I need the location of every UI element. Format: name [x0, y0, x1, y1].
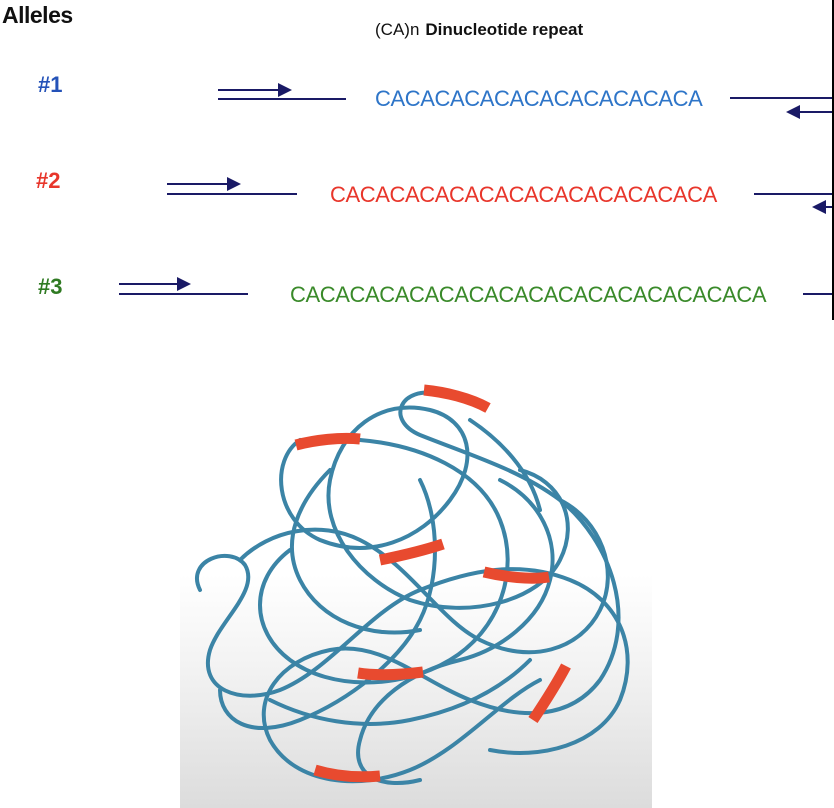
repeat-label: Dinucleotide repeat: [425, 20, 584, 39]
alleles-heading: Alleles: [2, 2, 73, 28]
allele-2-label: #2: [36, 168, 61, 193]
primer-diagram: [119, 83, 834, 295]
repeat-marker: [313, 764, 381, 783]
allele-panel: Alleles (CA)n Dinucleotide repeat #1 CACA…: [0, 0, 834, 320]
allele-1-label: #1: [38, 72, 63, 97]
repeat-marker: [423, 384, 491, 413]
repeat-prefix: (CA)n: [375, 20, 420, 39]
allele-1-primers: [218, 83, 834, 119]
repeat-marker: [294, 432, 361, 451]
reverse-primer-arrow: [812, 200, 826, 214]
repeat-marker: [528, 663, 571, 724]
repeat-marker: [482, 566, 550, 584]
repeat-markers: [294, 384, 571, 783]
allele-3-primers: [119, 277, 834, 295]
allele-3-label: #3: [38, 274, 63, 299]
repeat-marker: [378, 538, 445, 566]
dna-tangle-illustration: [180, 322, 652, 808]
reverse-primer-arrow: [786, 105, 800, 119]
repeat-heading: (CA)n Dinucleotide repeat: [375, 20, 583, 40]
repeat-marker: [357, 666, 424, 681]
allele-1-sequence: CACACACACACACACACACACA: [375, 86, 703, 111]
allele-2-primers: [167, 177, 834, 214]
right-edge-divider: [832, 0, 834, 320]
dna-strand: [195, 390, 630, 786]
dna-strand-drawing: [195, 384, 630, 786]
allele-2-sequence: CACACACACACACACACACACACACA: [330, 182, 717, 207]
allele-3-sequence: CACACACACACACACACACACACACACACACA: [290, 282, 767, 307]
